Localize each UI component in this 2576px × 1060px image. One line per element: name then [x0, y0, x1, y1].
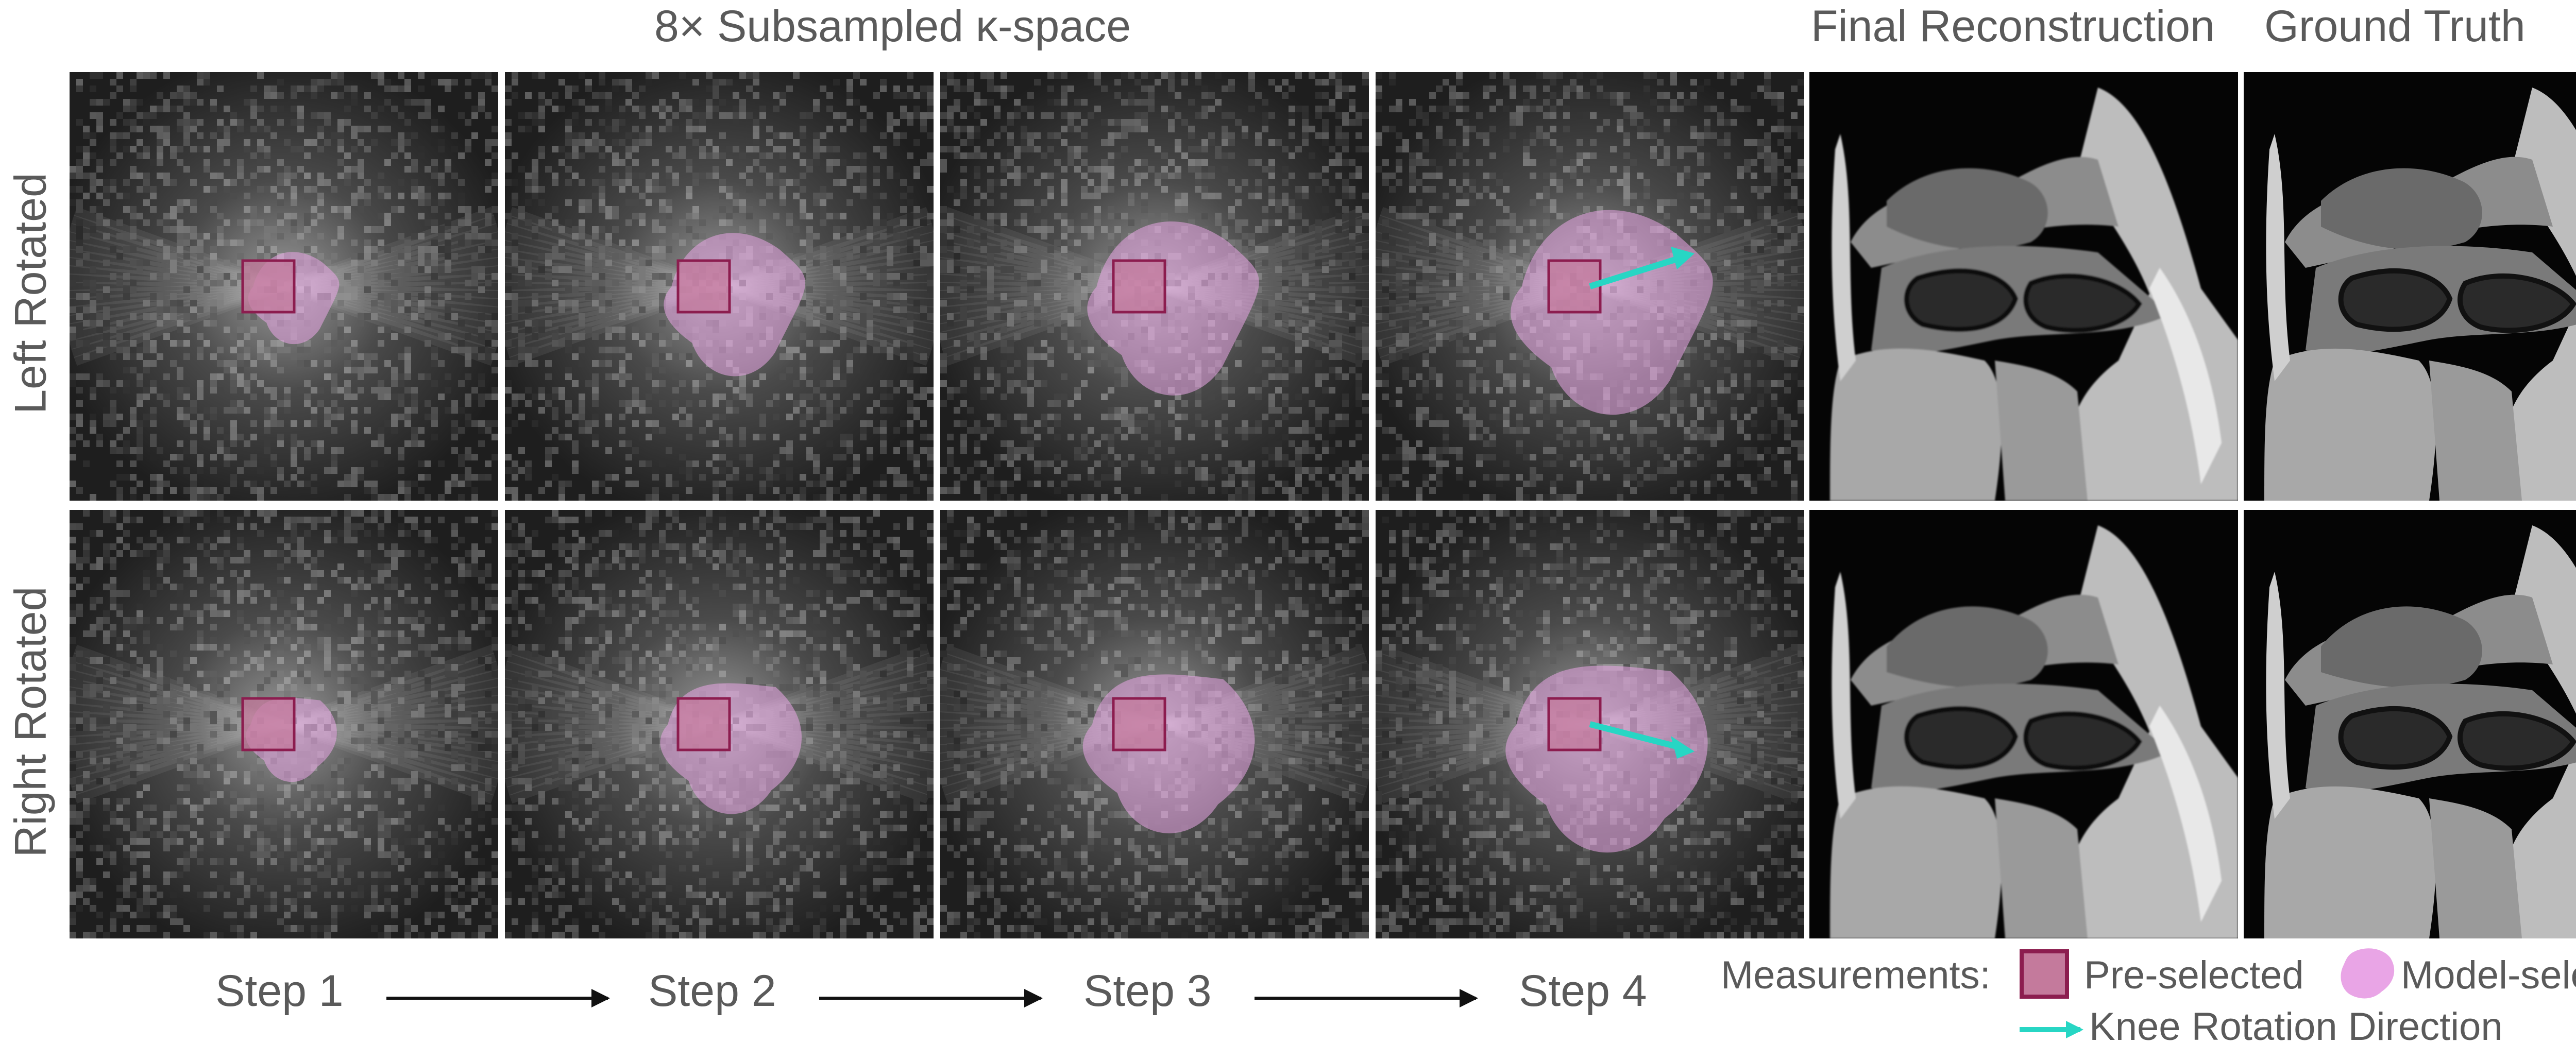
legend-preselected-label: Pre-selected	[2084, 953, 2304, 997]
step-label-3: Step 3	[1083, 966, 1212, 1016]
kspace-panel-right-step-4	[1376, 510, 1804, 938]
legend-title: Measurements:	[1721, 953, 1991, 997]
kspace-panel-right-step-3	[940, 510, 1369, 938]
kspace-header: 8× Subsampled κ-space	[654, 2, 1131, 51]
modelselected-swatch	[2336, 943, 2398, 1004]
kspace-panel-right-step-2	[505, 510, 934, 938]
step-label-4: Step 4	[1519, 966, 1647, 1016]
final-reconstruction-panel-left	[1809, 72, 2238, 501]
ground-truth-header: Ground Truth	[2264, 2, 2526, 51]
row-label-left-rotated: Left Rotated	[6, 173, 56, 414]
step-label-2: Step 2	[648, 966, 776, 1016]
ground-truth-panel-right	[2244, 510, 2576, 938]
kspace-panel-right-step-1	[70, 510, 498, 938]
final-reconstruction-panel-right	[1809, 510, 2238, 938]
preselected-swatch	[2020, 949, 2069, 999]
kspace-panel-left-step-4	[1376, 72, 1804, 501]
step-label-1: Step 1	[215, 966, 344, 1016]
kspace-panel-left-step-2	[505, 72, 934, 501]
step-flow-arrow-1	[386, 989, 610, 1007]
legend-modelselected-label: Model-selected	[2401, 953, 2576, 997]
kspace-panel-left-step-3	[940, 72, 1369, 501]
row-label-right-rotated: Right Rotated	[6, 586, 56, 858]
step-flow-arrow-2	[819, 989, 1043, 1007]
kspace-panel-left-step-1	[70, 72, 498, 501]
rotation-arrow-swatch	[2020, 1021, 2083, 1038]
legend-arrow-label: Knee Rotation Direction	[2089, 1005, 2503, 1049]
ground-truth-panel-left	[2244, 72, 2576, 501]
step-flow-arrow-3	[1255, 989, 1478, 1007]
final-reconstruction-header: Final Reconstruction	[1811, 2, 2215, 51]
